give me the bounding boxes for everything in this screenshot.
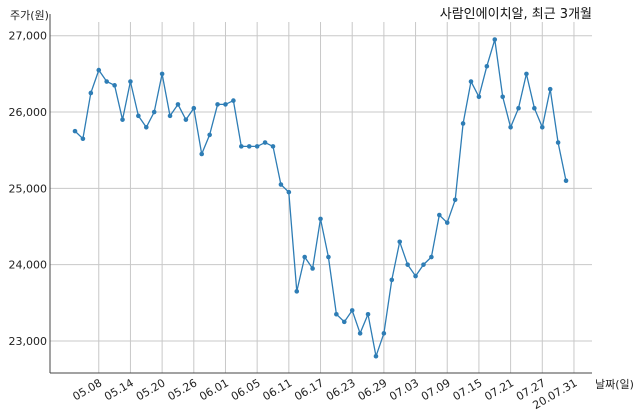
data-point [429, 254, 434, 260]
grid [50, 22, 592, 373]
data-point [136, 113, 141, 119]
data-point [484, 63, 490, 69]
data-point [444, 220, 450, 225]
y-tick-label: 25,000 [9, 182, 48, 195]
data-point [143, 125, 149, 130]
data-point [452, 197, 458, 203]
data-point [246, 144, 252, 149]
y-tick-label: 27,000 [9, 30, 48, 43]
series-group [72, 37, 569, 359]
x-tick-label: 06.29 [356, 376, 390, 403]
data-point [167, 113, 173, 119]
data-point [555, 140, 561, 145]
data-point [112, 83, 117, 88]
data-point [254, 144, 260, 149]
data-point [262, 140, 268, 145]
data-point [508, 125, 513, 130]
data-point [389, 277, 395, 283]
data-point [215, 102, 220, 107]
data-point [373, 353, 379, 359]
data-point [539, 125, 545, 130]
data-point [239, 144, 244, 149]
y-tick-labels: 23,000 24,000 25,000 26,000 27,000 [9, 30, 48, 348]
x-axis-label: 날짜(일) [595, 377, 634, 391]
data-point [516, 105, 521, 111]
data-point [405, 262, 410, 267]
data-point [286, 189, 292, 195]
data-point [207, 132, 212, 138]
data-point [88, 90, 94, 96]
y-tick-label: 26,000 [9, 106, 48, 119]
data-point [357, 331, 363, 336]
data-point [397, 239, 403, 245]
chart-title: 사람인에이치알, 최근 3개월 [440, 7, 592, 22]
data-point [223, 102, 228, 107]
data-point [199, 151, 205, 157]
x-tick-label: 05.26 [166, 376, 200, 403]
y-axis-label: 주가(원) [10, 9, 49, 22]
data-point [365, 311, 371, 317]
data-point [413, 273, 418, 279]
data-point [524, 71, 529, 77]
data-point [278, 182, 284, 187]
data-point [104, 79, 109, 84]
data-point [120, 117, 125, 122]
x-tick-label: 06.17 [292, 376, 326, 403]
x-tick-label: 06.11 [261, 376, 295, 403]
data-point [175, 102, 181, 107]
data-point [532, 105, 537, 111]
data-point [381, 331, 387, 336]
data-point [492, 37, 498, 42]
data-point [96, 67, 102, 73]
data-point [128, 79, 133, 84]
data-point [437, 212, 442, 218]
data-point [151, 109, 157, 115]
data-point [318, 216, 323, 222]
data-point [72, 128, 78, 134]
data-point [80, 136, 86, 142]
data-point [547, 86, 553, 92]
data-point [310, 266, 315, 271]
axes [49, 14, 592, 374]
data-point [476, 94, 482, 100]
x-tick-labels: 05.0805.1405.2005.2606.0106.0506.1106.17… [70, 376, 579, 412]
x-tick-label: 05.14 [102, 376, 136, 403]
data-point [159, 71, 165, 77]
x-tick-label: 06.01 [197, 376, 231, 403]
data-point [231, 98, 236, 103]
x-tick-label: 07.15 [451, 376, 485, 403]
data-point [183, 117, 189, 122]
data-point [460, 121, 466, 126]
x-tick-label: 07.03 [387, 376, 421, 403]
x-tick-label: 05.08 [70, 376, 104, 403]
data-point [294, 289, 300, 294]
data-point [326, 254, 331, 260]
data-point [563, 178, 569, 184]
y-tick-label: 24,000 [9, 259, 48, 272]
data-point [421, 262, 426, 267]
data-point [349, 308, 355, 313]
data-point [270, 144, 276, 149]
x-tick-label: 07.09 [419, 376, 453, 403]
data-point [191, 105, 197, 111]
data-point [468, 79, 474, 84]
x-tick-label: 05.20 [134, 376, 168, 403]
y-tick-label: 23,000 [9, 335, 48, 348]
x-tick-label: 07.21 [482, 376, 516, 403]
data-point [341, 319, 347, 325]
data-point [302, 254, 307, 260]
x-tick-label: 06.23 [324, 376, 358, 403]
x-tick-label: 06.05 [229, 376, 263, 403]
data-point [500, 94, 505, 100]
data-point [334, 311, 339, 317]
